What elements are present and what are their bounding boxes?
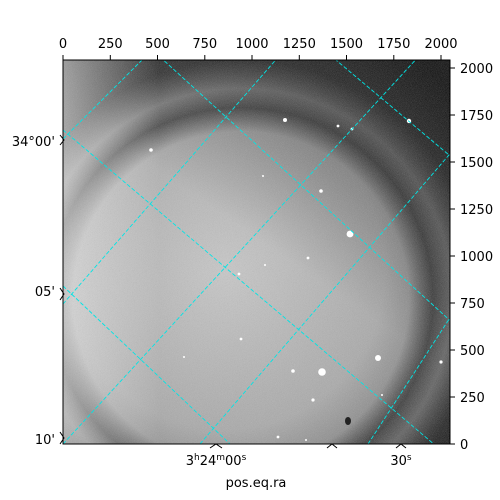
bottom-tick-labels: 3h24m00s 30s <box>186 453 412 469</box>
right-tick-label: 1500 <box>460 156 493 171</box>
bottom-tick-label-seconds: 30s <box>390 453 412 469</box>
star <box>239 337 243 341</box>
star <box>237 272 241 276</box>
left-tick-label: 10' <box>35 433 55 448</box>
top-tick-label: 250 <box>98 37 123 52</box>
star <box>264 264 266 266</box>
star <box>306 256 310 260</box>
star <box>439 360 443 364</box>
top-tick-label: 1500 <box>330 37 363 52</box>
star <box>311 398 315 402</box>
grid-line-dec <box>162 60 450 322</box>
right-tick-label: 250 <box>460 391 485 406</box>
top-tick-label: 1000 <box>235 37 268 52</box>
right-tick-label: 1750 <box>460 109 493 124</box>
star <box>183 356 185 358</box>
top-axis <box>62 55 442 60</box>
star <box>262 175 264 177</box>
top-tick-label: 1250 <box>283 37 316 52</box>
top-tick-label: 0 <box>59 37 67 52</box>
top-tick-label: 2000 <box>424 37 457 52</box>
bottom-axis <box>209 443 407 449</box>
star <box>276 435 280 439</box>
left-tick-labels: 34°00' 05' 10' <box>12 135 55 448</box>
grid-line-ra <box>63 60 277 305</box>
star <box>149 148 153 152</box>
plot-frame <box>62 59 451 445</box>
right-tick-labels: 0 250 500 750 1000 1250 1500 1750 2000 <box>460 62 493 453</box>
x-axis-label: pos.eq.ra <box>226 476 287 491</box>
sky-image <box>63 60 450 444</box>
left-axis <box>59 134 65 445</box>
star <box>305 439 307 441</box>
right-tick-label: 1250 <box>460 203 493 218</box>
grid-line-dec <box>63 285 231 444</box>
left-tick-label: 34°00' <box>12 135 55 150</box>
grid-line-ra <box>63 60 143 140</box>
left-tick-label: 05' <box>35 285 55 300</box>
dark-spot <box>345 417 351 425</box>
top-tick-label: 750 <box>192 37 217 52</box>
star <box>346 230 354 238</box>
right-tick-label: 500 <box>460 344 485 359</box>
bottom-tick-label-ra: 3h24m00s <box>186 453 247 469</box>
top-tick-label: 1750 <box>377 37 410 52</box>
star <box>318 368 326 376</box>
right-tick-label: 1000 <box>460 250 493 265</box>
right-tick-label: 0 <box>460 438 468 453</box>
star <box>319 189 323 193</box>
right-axis <box>450 67 455 445</box>
coordinate-grid <box>63 60 450 444</box>
star <box>336 124 340 128</box>
grid-line-ra <box>63 60 417 444</box>
grid-line-dec <box>335 60 450 157</box>
stars <box>149 118 443 441</box>
star <box>291 369 295 373</box>
top-tick-labels: 0 250 500 750 1000 1250 1500 1750 2000 <box>59 37 458 52</box>
star <box>283 118 287 122</box>
grid-line-ra <box>199 153 450 444</box>
right-tick-label: 2000 <box>460 62 493 77</box>
star <box>375 355 381 361</box>
top-tick-label: 500 <box>145 37 170 52</box>
star <box>381 394 383 396</box>
grid-line-ra <box>367 316 450 444</box>
grid-line-dec <box>63 129 435 444</box>
right-tick-label: 750 <box>460 297 485 312</box>
